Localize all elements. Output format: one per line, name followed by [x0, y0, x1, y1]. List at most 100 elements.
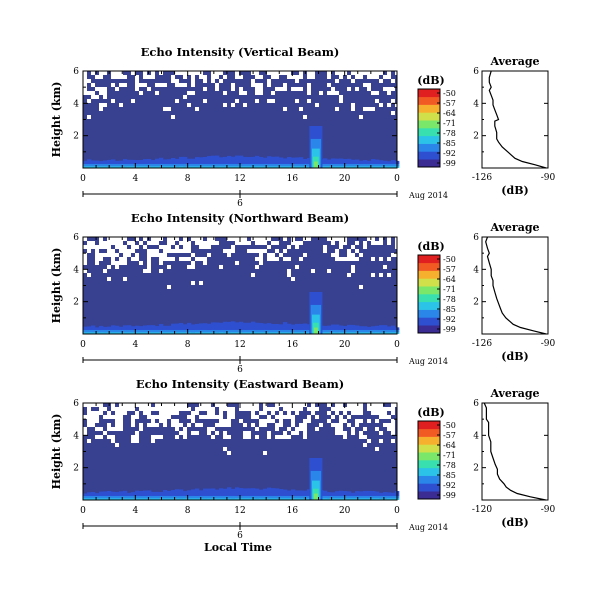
- colorbar-segment: [418, 325, 440, 334]
- colorbar-segment: [418, 270, 440, 279]
- colorbar: (dB) -50-57-64-71-78-85-92-99: [417, 406, 456, 500]
- colorbar-segment: [418, 104, 440, 113]
- y-tick-label: 6: [73, 67, 79, 77]
- panel-title: Echo Intensity (Eastward Beam): [136, 377, 344, 391]
- x-tick-label: 0: [80, 174, 86, 184]
- profile-y-tick-label: 4: [473, 431, 479, 441]
- profile-x-label: (dB): [501, 516, 528, 529]
- colorbar-tick-label: -64: [443, 275, 456, 284]
- colorbar-tick-label: -57: [443, 99, 456, 108]
- x-tick-label: 8: [185, 174, 191, 184]
- x-tick-label: 8: [185, 506, 191, 516]
- colorbar-segment: [418, 428, 440, 437]
- profile-line: [488, 70, 547, 169]
- colorbar-segment: [418, 475, 440, 484]
- x-tick-label: 20: [339, 506, 351, 516]
- colorbar-segment: [418, 309, 440, 318]
- x-tick-label: 12: [234, 340, 245, 350]
- colorbar-tick-label: -71: [443, 285, 456, 294]
- colorbar-segment: [418, 135, 440, 144]
- panel-2: Echo Intensity (Northward Beam)0 4 8 12 16 20…: [50, 211, 556, 375]
- colorbar-segment: [418, 112, 440, 121]
- colorbar-segment: [418, 120, 440, 129]
- no-data-cells: [83, 237, 399, 289]
- panel-title: Echo Intensity (Northward Beam): [131, 211, 349, 225]
- colorbar-segment: [418, 96, 440, 105]
- colorbar-tick-label: -78: [443, 461, 456, 470]
- colorbar: (dB) -50-57-64-71-78-85-92-99: [417, 74, 456, 168]
- colorbar-tick-label: -99: [443, 491, 456, 500]
- colorbar-tick-label: -57: [443, 265, 456, 274]
- colorbar-unit: (dB): [417, 240, 444, 253]
- colorbar-segment: [418, 467, 440, 476]
- colorbar-tick-label: -99: [443, 325, 456, 334]
- x-tick-label: 20: [339, 340, 351, 350]
- profile-frame: [481, 402, 549, 501]
- colorbar-segment: [418, 491, 440, 500]
- date-tick-label: 6: [237, 365, 243, 375]
- profile-y-tick-label: 6: [473, 399, 479, 409]
- colorbar-segment: [418, 294, 440, 303]
- colorbar-tick-label: -64: [443, 441, 456, 450]
- colorbar-tick-label: -92: [443, 149, 456, 158]
- y-tick-label: 2: [73, 464, 79, 474]
- colorbar-tick-label: -85: [443, 471, 456, 480]
- profile-x-tick-label: -90: [541, 173, 556, 183]
- profile-frame: [481, 70, 549, 169]
- y-tick-label: 4: [73, 265, 79, 275]
- colorbar-segment: [418, 421, 440, 430]
- date-tick-label: 6: [237, 199, 243, 209]
- profile-x-label: (dB): [501, 350, 528, 363]
- colorbar-tick-label: -78: [443, 295, 456, 304]
- colorbar-tick-label: -71: [443, 451, 456, 460]
- average-profile: Average 2 4 6 -126 -90 (dB): [472, 221, 556, 363]
- profile-x-label: (dB): [501, 184, 528, 197]
- y-tick-label: 6: [73, 233, 79, 243]
- y-tick-label: 6: [73, 399, 79, 409]
- colorbar-segment: [418, 151, 440, 160]
- colorbar-segment: [418, 444, 440, 453]
- panel-1: Echo Intensity (Vertical Beam) 0 4 8 12 16 20 0…: [50, 45, 556, 209]
- colorbar-segment: [418, 143, 440, 152]
- colorbar-segment: [418, 286, 440, 295]
- x-axis-label: Local Time: [204, 541, 272, 554]
- profile-x-tick-label: -120: [472, 505, 492, 515]
- x-tick-label: 0: [394, 340, 400, 350]
- x-tick-label: 16: [287, 506, 299, 516]
- convective-plume: [309, 457, 323, 500]
- profile-line: [485, 236, 547, 335]
- colorbar-segment: [418, 452, 440, 461]
- heatmap-fill: [83, 71, 397, 168]
- profile-title: Average: [489, 221, 539, 234]
- colorbar-tick-label: -64: [443, 109, 456, 118]
- panel-3: Echo Intensity (Eastward Beam) 0 4 8 12 16 20 0…: [50, 377, 556, 554]
- profile-x-tick-label: -126: [472, 173, 492, 183]
- colorbar-segment: [418, 317, 440, 326]
- x-tick-label: 4: [132, 340, 138, 350]
- colorbar-segment: [418, 128, 440, 137]
- colorbar-tick-label: -92: [443, 315, 456, 324]
- x-tick-label: 0: [80, 506, 86, 516]
- y-tick-label: 4: [73, 431, 79, 441]
- y-tick-label: 2: [73, 298, 79, 308]
- colorbar-segment: [418, 460, 440, 469]
- x-tick-label: 12: [234, 506, 245, 516]
- profile-x-tick-label: -90: [541, 339, 556, 349]
- x-tick-label: 20: [339, 174, 351, 184]
- colorbar-tick-label: -85: [443, 305, 456, 314]
- colorbar-segment: [418, 89, 440, 98]
- no-data-cells: [83, 403, 399, 455]
- profile-y-tick-label: 2: [473, 132, 479, 142]
- date-label: Aug 2014: [408, 191, 448, 200]
- colorbar-frame: [417, 254, 441, 334]
- profile-frame: [481, 236, 549, 335]
- profile-title: Average: [489, 55, 539, 68]
- x-tick-label: 0: [80, 340, 86, 350]
- colorbar-frame: [417, 420, 441, 500]
- colorbar-tick-label: -92: [443, 481, 456, 490]
- convective-plume: [309, 291, 323, 334]
- panel-title: Echo Intensity (Vertical Beam): [141, 45, 340, 59]
- average-profile: Average 2 4 6 -120 -90 (dB): [472, 387, 556, 529]
- colorbar-tick-label: -99: [443, 159, 456, 168]
- x-tick-label: 4: [132, 506, 138, 516]
